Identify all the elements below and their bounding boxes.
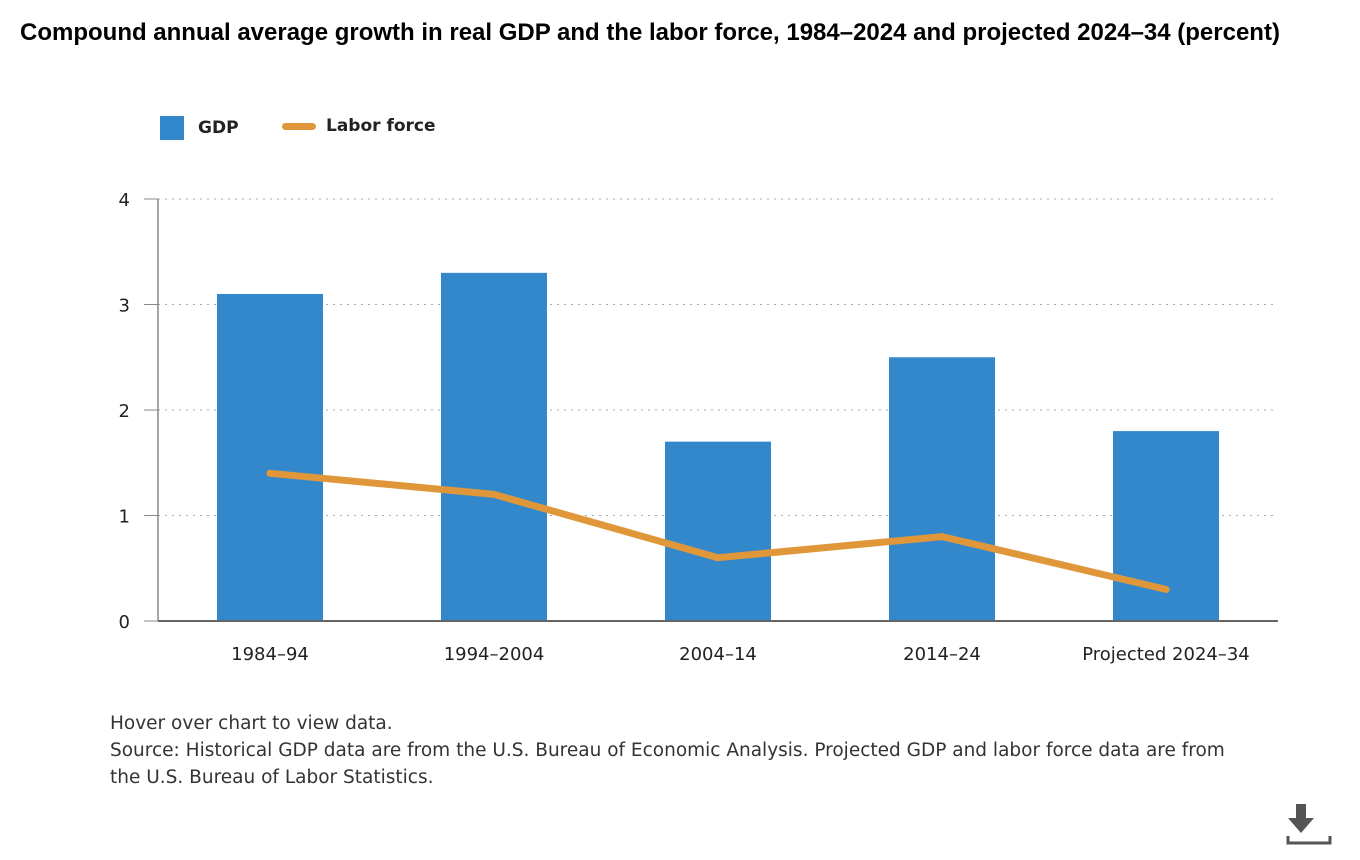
bar-gdp[interactable] xyxy=(665,441,771,621)
y-tick-label: 1 xyxy=(119,507,130,528)
legend-labor-force[interactable]: Labor force xyxy=(282,116,436,136)
bar-gdp[interactable] xyxy=(217,293,323,621)
gdp-swatch xyxy=(160,116,184,140)
y-tick-label: 2 xyxy=(119,401,130,422)
point-labor-force[interactable] xyxy=(266,469,274,477)
legend-gdp-label: GDP xyxy=(198,118,239,138)
chart-plot[interactable]: 0 1 2 3 4 1984–94 1994–2004 2004–14 2014–24 Proje… xyxy=(0,0,1360,700)
hover-note: Hover over chart to view data. xyxy=(110,713,393,734)
y-tick-label: 4 xyxy=(119,190,130,211)
bar-gdp[interactable] xyxy=(889,357,995,621)
y-tick-label: 0 xyxy=(119,612,130,633)
legend-gdp[interactable]: GDP xyxy=(160,116,239,140)
point-labor-force[interactable] xyxy=(938,533,946,541)
x-tick-label: 1984–94 xyxy=(231,644,309,665)
chart-notes: Hover over chart to view data. Source: H… xyxy=(110,710,1260,791)
x-tick-label: 2014–24 xyxy=(903,644,981,665)
y-tick-label: 3 xyxy=(119,296,130,317)
labor-force-swatch xyxy=(282,122,316,130)
point-labor-force[interactable] xyxy=(1162,585,1170,593)
source-note: Source: Historical GDP data are from the… xyxy=(110,740,1225,788)
chart-title: Compound annual average growth in real G… xyxy=(20,19,1280,46)
download-icon[interactable] xyxy=(1286,800,1332,846)
bar-gdp[interactable] xyxy=(441,272,547,621)
point-labor-force[interactable] xyxy=(714,554,722,562)
x-tick-label: 2004–14 xyxy=(679,644,757,665)
x-tick-label: Projected 2024–34 xyxy=(1082,644,1250,665)
legend-labor-label: Labor force xyxy=(326,116,436,136)
point-labor-force[interactable] xyxy=(490,490,498,498)
x-tick-label: 1994–2004 xyxy=(444,644,545,665)
